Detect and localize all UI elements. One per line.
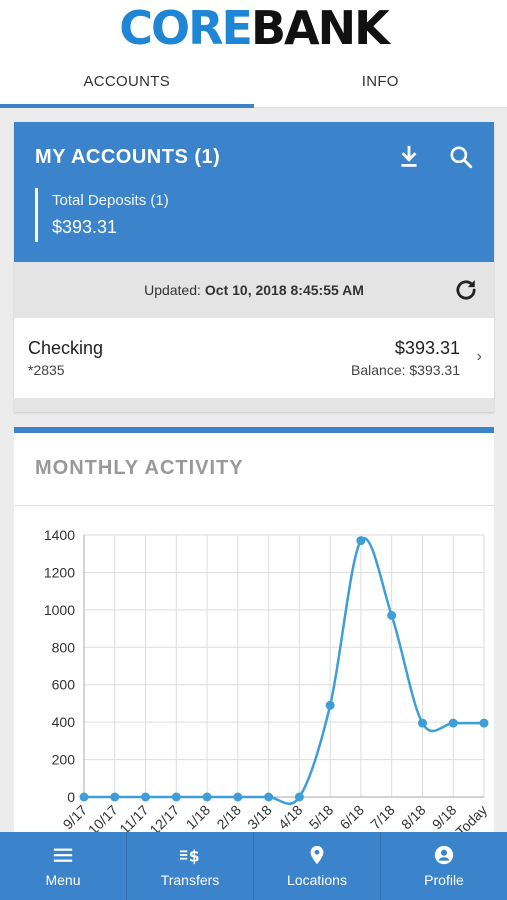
data-point (110, 792, 120, 802)
nav-transfers[interactable]: $ Transfers (127, 832, 254, 900)
search-icon[interactable] (448, 144, 474, 170)
monthly-activity-card: MONTHLY ACTIVITY 0 200 400 600 800 1000 1200 14… (14, 427, 494, 847)
y-tick-label: 200 (52, 752, 76, 768)
y-tick-label: 400 (52, 714, 76, 730)
data-point (417, 718, 427, 728)
menu-icon (53, 848, 73, 862)
x-tick-label: 4/18 (275, 802, 306, 833)
total-deposits-amount: $393.31 (52, 217, 118, 237)
nav-profile-label: Profile (424, 872, 464, 888)
refresh-icon[interactable] (452, 276, 480, 304)
app-header: COREBANK (0, 0, 507, 56)
divider (14, 505, 494, 506)
profile-icon (434, 845, 454, 865)
chevron-right-icon: › (476, 348, 482, 365)
main-tabs: ACCOUNTS INFO (0, 56, 507, 108)
account-number: *2835 (28, 362, 65, 378)
x-tick-label: 1/18 (183, 802, 214, 833)
x-tick-label: 3/18 (244, 802, 275, 833)
x-tick-label: 6/18 (336, 802, 367, 833)
y-tick-label: 1000 (44, 602, 75, 618)
tab-info[interactable]: INFO (361, 73, 399, 90)
updated-bar: Updated: Oct 10, 2018 8:45:55 AM (14, 262, 494, 318)
account-row-checking[interactable]: Checking *2835 $393.31 Balance: $393.31 … (14, 318, 494, 398)
account-name: Checking (28, 338, 104, 358)
data-point (79, 792, 89, 802)
nav-locations-label: Locations (287, 872, 347, 888)
nav-menu-label: Menu (45, 872, 81, 888)
total-deposits[interactable]: Total Deposits (1) $393.31 (35, 188, 169, 242)
nav-locations[interactable]: Locations (254, 832, 381, 900)
download-icon[interactable] (396, 144, 422, 170)
monthly-activity-chart: 02004006008001000120014009/1710/1711/171… (44, 527, 490, 840)
x-tick-label: 7/18 (367, 802, 398, 833)
x-tick-label: 5/18 (306, 802, 337, 833)
accounts-header: MY ACCOUNTS (1) Total Deposits (1) $393.… (14, 122, 494, 262)
data-point (264, 792, 274, 802)
y-tick-label: 1200 (44, 564, 75, 580)
nav-profile[interactable]: Profile (381, 832, 507, 900)
updated-label: Updated: (144, 282, 201, 298)
bottom-nav: Menu $ Transfers Locations Profile (0, 832, 507, 900)
y-tick-label: 800 (52, 639, 76, 655)
y-tick-label: 1400 (44, 527, 75, 543)
y-tick-label: 600 (52, 677, 76, 693)
x-tick-label: 2/18 (213, 802, 244, 833)
x-tick-label: 8/18 (398, 802, 429, 833)
data-point (233, 792, 243, 802)
monthly-activity-title: MONTHLY ACTIVITY (35, 457, 244, 479)
accounts-footer (14, 398, 494, 412)
location-pin-icon (310, 845, 324, 865)
data-point (356, 536, 366, 546)
data-point (387, 610, 397, 620)
nav-transfers-label: Transfers (160, 872, 220, 888)
svg-text:$: $ (189, 847, 200, 865)
data-point (479, 718, 489, 728)
total-deposits-label: Total Deposits (1) (52, 192, 169, 209)
tab-accounts[interactable]: ACCOUNTS (0, 56, 254, 108)
nav-menu[interactable]: Menu (0, 832, 127, 900)
corebank-logo: COREBANK (119, 1, 390, 55)
account-amount: $393.31 (394, 338, 460, 358)
updated-timestamp: Oct 10, 2018 8:45:55 AM (204, 282, 364, 298)
data-point (448, 718, 458, 728)
transfers-icon: $ (179, 847, 200, 865)
data-point (325, 700, 335, 710)
accounts-title: MY ACCOUNTS (1) (35, 146, 221, 168)
data-point (141, 792, 151, 802)
data-point (294, 792, 304, 802)
account-balance: Balance: $393.31 (351, 362, 460, 378)
data-point (171, 792, 181, 802)
data-point (202, 792, 212, 802)
series-line (84, 537, 484, 805)
y-tick-label: 0 (67, 789, 75, 805)
accounts-card: MY ACCOUNTS (1) Total Deposits (1) $393.… (14, 122, 494, 412)
